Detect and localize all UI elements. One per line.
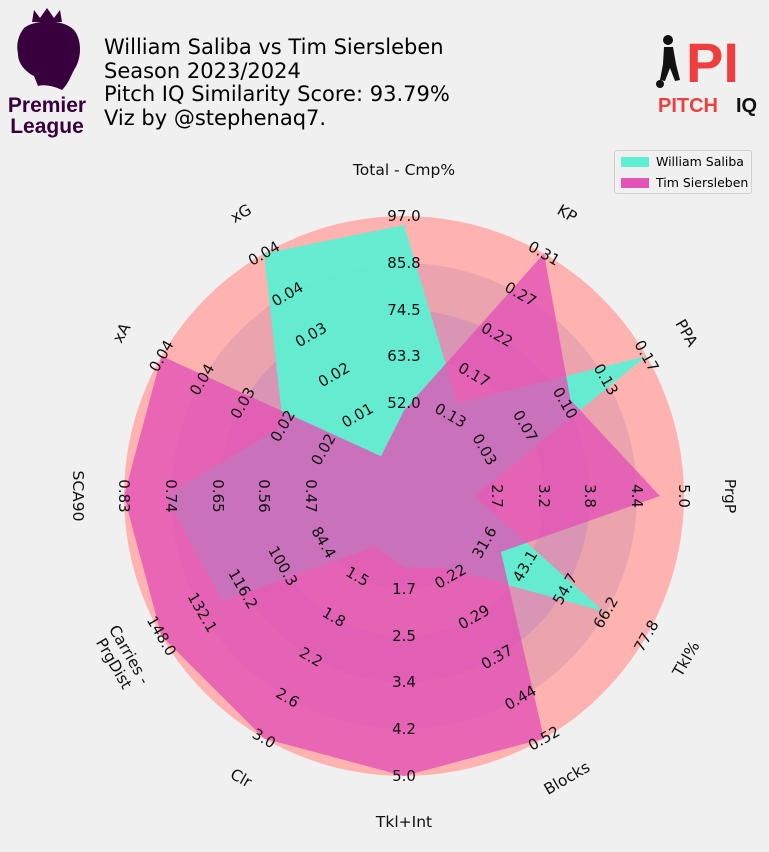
- tick-label: 1.7: [392, 580, 416, 598]
- league-word-2: League: [10, 115, 84, 138]
- league-word-1: Premier: [8, 94, 86, 117]
- param-label: Tkl+Int: [375, 813, 432, 831]
- legend-swatch-player2: [621, 177, 649, 188]
- param-label: KP: [554, 201, 580, 226]
- param-label: xA: [109, 320, 135, 346]
- tick-label: 52.0: [387, 394, 420, 412]
- param-label: Clr: [227, 765, 255, 792]
- param-label: Blocks: [541, 758, 593, 799]
- tick-label: 63.3: [387, 347, 420, 365]
- tick-label: 3.2: [535, 484, 553, 508]
- title-similarity: Pitch IQ Similarity Score: 93.79%: [104, 82, 450, 106]
- tick-label: 85.8: [387, 254, 420, 272]
- legend-label-player2: Tim Siersleben: [656, 175, 749, 190]
- param-label: xG: [227, 201, 254, 227]
- param-label: Carries -PrgDist: [90, 622, 154, 696]
- tick-label: 0.56: [255, 479, 273, 512]
- tick-label: 97.0: [387, 207, 420, 225]
- param-label: PrgP: [721, 479, 739, 513]
- tick-label: 4.4: [628, 484, 646, 508]
- brand-mark: PI: [686, 31, 739, 94]
- tick-label: 5.0: [392, 767, 416, 785]
- tick-label: 4.2: [392, 720, 416, 738]
- radar-series: [124, 225, 660, 776]
- tick-label: 74.5: [387, 301, 420, 319]
- legend-item-player2: Tim Siersleben: [615, 172, 751, 193]
- tick-label: 3.4: [392, 673, 416, 691]
- param-label: SCA90: [69, 471, 87, 522]
- brand-word-2: IQ: [736, 95, 757, 117]
- brand-word-1: PITCH: [658, 95, 718, 117]
- legend: William Saliba Tim Siersleben: [614, 150, 752, 194]
- tick-label: 0.47: [302, 479, 320, 512]
- pitch-iq-logo: PI PITCH IQ: [656, 31, 757, 117]
- legend-item-player1: William Saliba: [615, 151, 751, 172]
- tick-label: 0.65: [209, 479, 227, 512]
- title-block: William Saliba vs Tim Siersleben Season …: [104, 35, 450, 130]
- lion-icon: [17, 8, 80, 90]
- param-label: Tkl%: [669, 638, 704, 680]
- title-season: Season 2023/2024: [104, 58, 301, 83]
- tick-label: 0.74: [162, 479, 180, 512]
- param-label: Total - Cmp%: [352, 161, 455, 179]
- title-credit: Viz by @stephenaq7.: [104, 105, 327, 130]
- tick-label: 3.8: [581, 484, 599, 508]
- tick-label: 5.0: [675, 484, 693, 508]
- footballer-icon: [656, 35, 680, 88]
- title-players: William Saliba vs Tim Siersleben: [104, 35, 444, 59]
- premier-league-logo: Premier League: [8, 8, 86, 138]
- param-label: PPA: [671, 316, 701, 350]
- legend-swatch-player1: [621, 156, 649, 167]
- tick-label: 2.5: [392, 627, 416, 645]
- tick-label: 0.83: [115, 479, 133, 512]
- legend-label-player1: William Saliba: [656, 154, 744, 169]
- tick-label: 2.7: [488, 484, 506, 508]
- series-player2-area: [124, 253, 660, 776]
